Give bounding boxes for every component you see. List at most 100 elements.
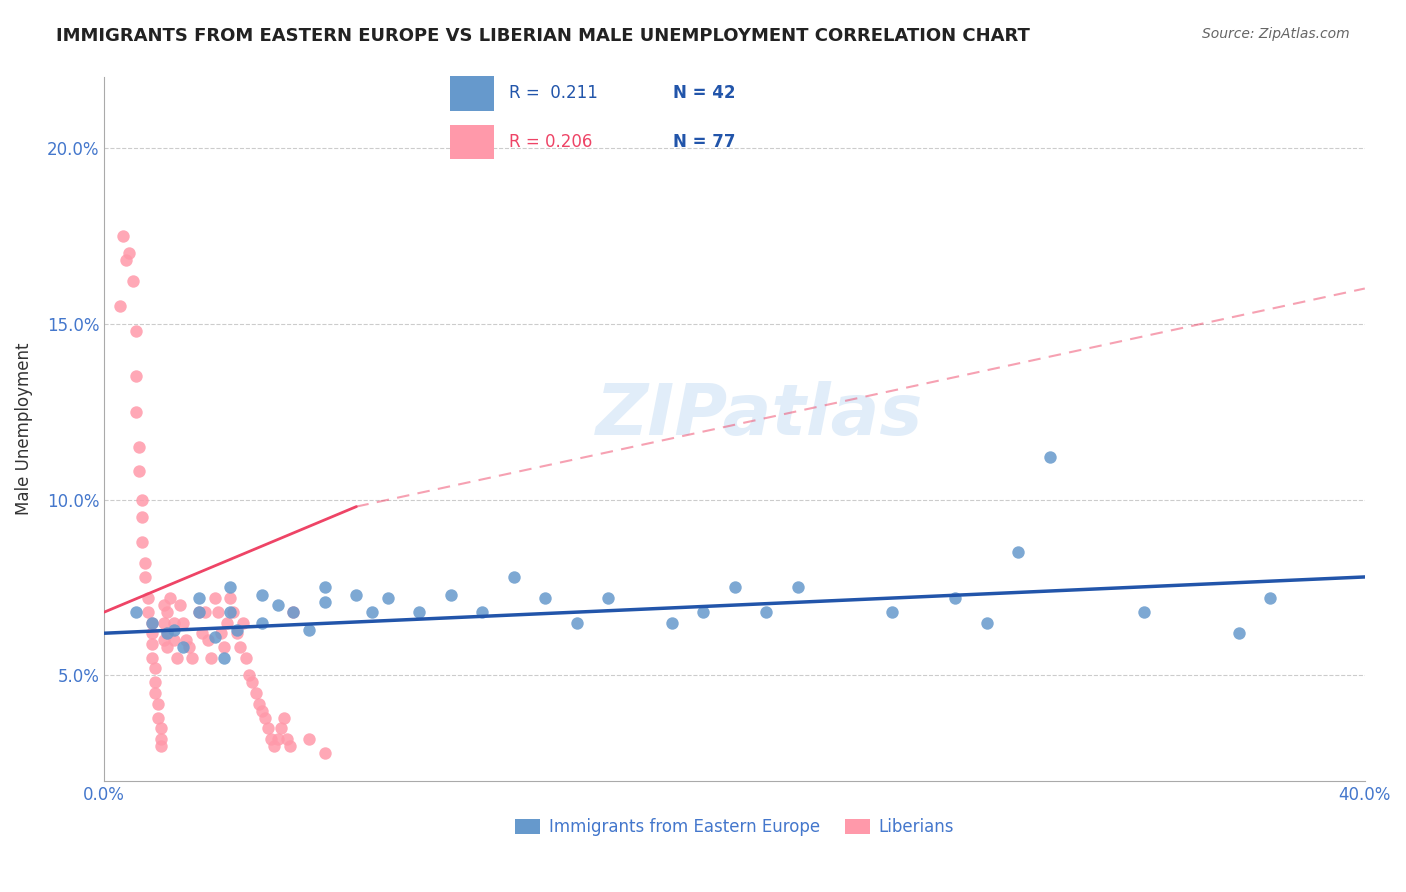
Point bbox=[125, 404, 148, 418]
Point bbox=[149, 721, 172, 735]
Point bbox=[172, 615, 194, 630]
Point bbox=[283, 605, 305, 619]
Point bbox=[565, 615, 588, 630]
Point bbox=[128, 464, 150, 478]
Y-axis label: Male Unemployment: Male Unemployment bbox=[15, 343, 32, 516]
Point bbox=[153, 615, 176, 630]
Point bbox=[222, 605, 245, 619]
Point bbox=[108, 299, 131, 313]
Point bbox=[257, 721, 280, 735]
Point bbox=[755, 605, 778, 619]
Point bbox=[191, 626, 214, 640]
Point bbox=[408, 605, 430, 619]
Point bbox=[131, 510, 153, 524]
Point bbox=[162, 633, 184, 648]
Point bbox=[723, 581, 745, 595]
Point bbox=[166, 651, 188, 665]
Point bbox=[276, 731, 298, 746]
Point bbox=[194, 605, 217, 619]
Point bbox=[377, 591, 399, 605]
Point bbox=[174, 633, 197, 648]
Point bbox=[125, 605, 148, 619]
Point bbox=[344, 588, 367, 602]
Point bbox=[212, 640, 235, 655]
Point bbox=[118, 246, 141, 260]
Point bbox=[314, 594, 336, 608]
Text: N = 77: N = 77 bbox=[673, 133, 735, 151]
Point bbox=[115, 253, 138, 268]
Point bbox=[156, 640, 179, 655]
Point bbox=[141, 651, 163, 665]
Point bbox=[204, 630, 226, 644]
Legend: Immigrants from Eastern Europe, Liberians: Immigrants from Eastern Europe, Liberian… bbox=[509, 812, 960, 843]
Point bbox=[138, 591, 160, 605]
Point bbox=[260, 731, 283, 746]
Point bbox=[149, 739, 172, 753]
Point bbox=[125, 369, 148, 384]
Point bbox=[146, 711, 169, 725]
Point bbox=[187, 605, 209, 619]
Point bbox=[283, 605, 305, 619]
Text: ZIPatlas: ZIPatlas bbox=[596, 381, 924, 450]
Point bbox=[232, 615, 254, 630]
Point bbox=[134, 570, 156, 584]
Point bbox=[278, 739, 301, 753]
Point bbox=[121, 275, 143, 289]
Point bbox=[125, 324, 148, 338]
Point bbox=[298, 623, 321, 637]
Point bbox=[134, 556, 156, 570]
Point bbox=[217, 615, 239, 630]
Point bbox=[238, 668, 260, 682]
Point bbox=[270, 721, 292, 735]
Point bbox=[314, 581, 336, 595]
Point bbox=[235, 651, 257, 665]
Point bbox=[266, 731, 288, 746]
Point bbox=[112, 228, 135, 243]
Point bbox=[266, 598, 288, 612]
FancyBboxPatch shape bbox=[450, 125, 495, 159]
Point bbox=[692, 605, 714, 619]
Point bbox=[361, 605, 384, 619]
Point bbox=[471, 605, 494, 619]
Point bbox=[229, 640, 252, 655]
Point bbox=[143, 661, 166, 675]
Point bbox=[138, 605, 160, 619]
Point bbox=[219, 591, 242, 605]
Point bbox=[204, 591, 226, 605]
Point bbox=[181, 651, 204, 665]
Point bbox=[187, 605, 209, 619]
Point bbox=[143, 675, 166, 690]
Point bbox=[273, 711, 295, 725]
Point bbox=[440, 588, 463, 602]
Point bbox=[143, 686, 166, 700]
Point bbox=[1227, 626, 1250, 640]
Point bbox=[263, 739, 285, 753]
Point bbox=[253, 711, 276, 725]
Point bbox=[1133, 605, 1156, 619]
Point bbox=[141, 626, 163, 640]
Point bbox=[1258, 591, 1281, 605]
Point bbox=[131, 492, 153, 507]
Point bbox=[141, 637, 163, 651]
Point bbox=[250, 704, 273, 718]
Text: N = 42: N = 42 bbox=[673, 85, 735, 103]
Point bbox=[156, 626, 179, 640]
Point bbox=[172, 640, 194, 655]
Text: Source: ZipAtlas.com: Source: ZipAtlas.com bbox=[1202, 27, 1350, 41]
Point bbox=[209, 626, 232, 640]
Point bbox=[159, 591, 181, 605]
Point bbox=[219, 605, 242, 619]
Point bbox=[976, 615, 998, 630]
Point bbox=[169, 598, 191, 612]
Point bbox=[240, 675, 263, 690]
Point bbox=[162, 615, 184, 630]
Point bbox=[225, 626, 247, 640]
Point bbox=[534, 591, 557, 605]
Text: R = 0.206: R = 0.206 bbox=[509, 133, 592, 151]
Point bbox=[153, 598, 176, 612]
Point bbox=[179, 640, 201, 655]
Point bbox=[141, 615, 163, 630]
Point bbox=[149, 731, 172, 746]
Point bbox=[200, 651, 222, 665]
Point bbox=[212, 651, 235, 665]
